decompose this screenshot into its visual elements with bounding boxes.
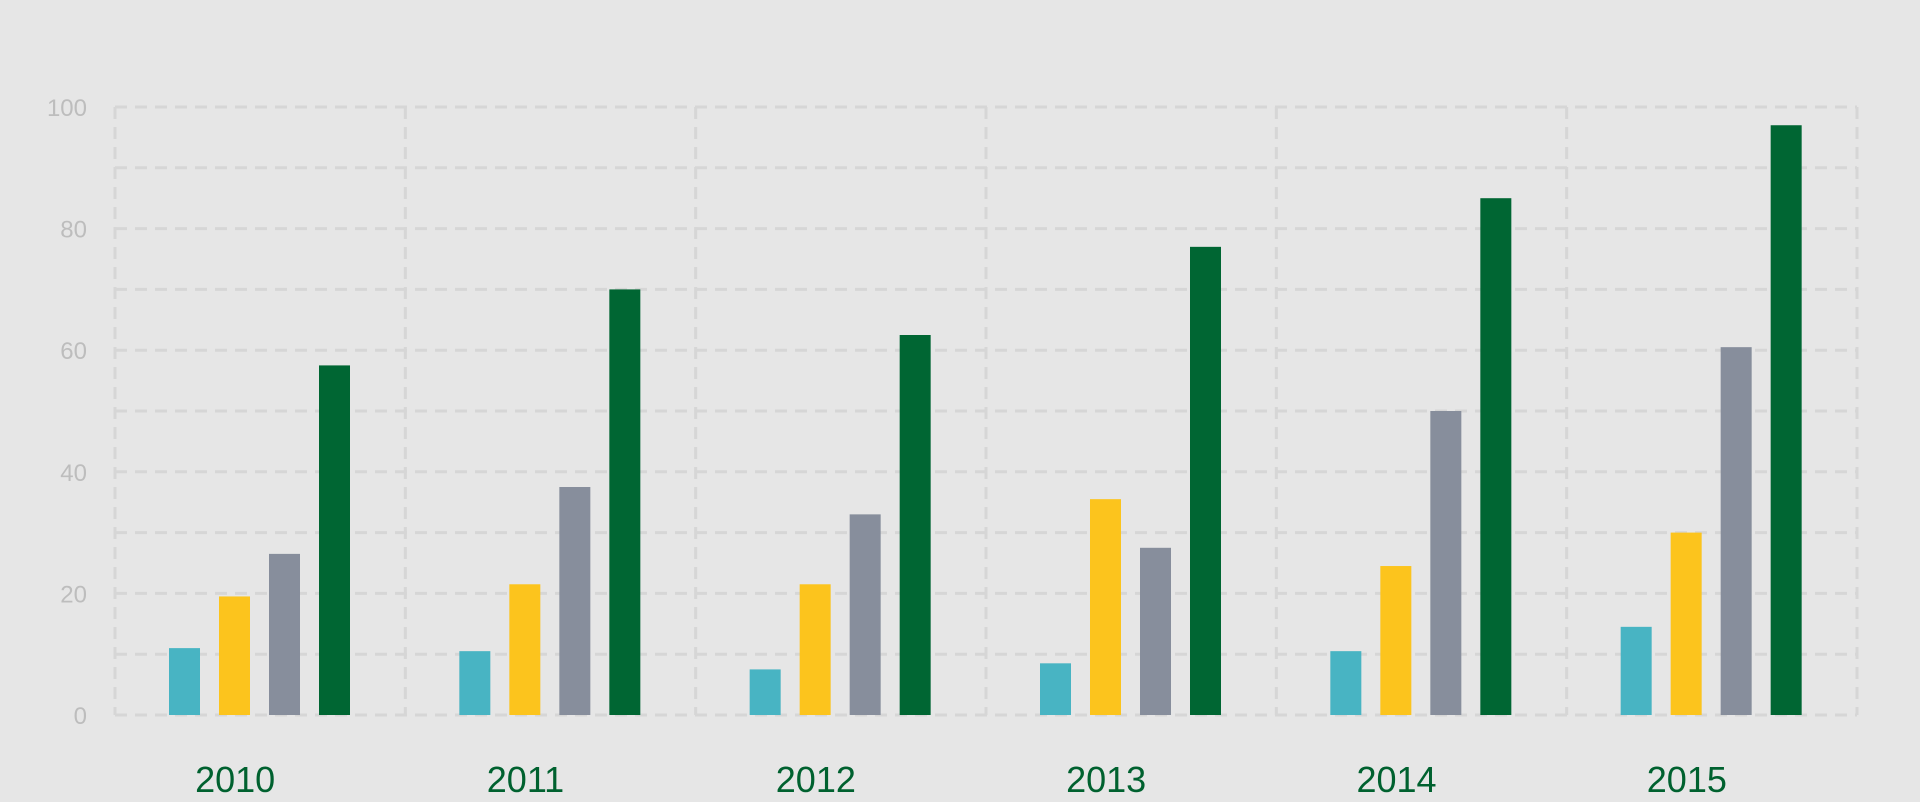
bar-2011-series-1 [459,651,491,715]
y-tick-label: 40 [60,460,87,487]
y-tick-label: 0 [74,703,87,730]
bar-2012-series-2 [799,584,831,715]
bar-2014-series-3 [1430,411,1462,715]
y-axis-ticks: 0 20 40 60 80 100 [47,95,87,730]
grid-layer [113,105,1859,717]
bar-2014-series-2 [1380,566,1412,715]
bar-2015-series-3 [1720,347,1752,715]
bar-2014-series-1 [1330,651,1362,715]
bar-2013-series-1 [1040,663,1071,715]
bar-2012-series-4 [899,335,931,715]
y-tick-label: 100 [47,95,87,122]
bar-2015-series-1 [1620,626,1652,715]
bar-2011-series-2 [509,584,541,715]
bar-2012-series-3 [849,514,881,715]
bar-2010-series-2 [219,596,250,715]
y-tick-label: 60 [60,338,87,365]
bar-2010-series-4 [319,365,350,715]
x-tick-label: 2014 [1356,759,1436,800]
x-tick-label: 2015 [1647,759,1727,800]
bar-2015-series-2 [1670,532,1702,715]
bar-2011-series-4 [609,289,641,715]
bar-2010-series-3 [269,553,300,715]
x-axis-ticks: 2010 2011 2012 2013 2014 2015 [195,759,1727,800]
x-tick-label: 2013 [1066,759,1146,800]
y-tick-label: 80 [60,217,87,244]
bar-2010-series-1 [169,648,200,715]
bar-2013-series-2 [1090,499,1121,715]
x-tick-label: 2011 [487,759,564,800]
bar-2014-series-4 [1480,198,1512,715]
bar-2011-series-3 [559,487,591,715]
y-tick-label: 20 [60,581,87,608]
x-tick-label: 2012 [776,759,856,800]
x-tick-label: 2010 [195,759,275,800]
bar-2015-series-4 [1770,125,1802,716]
bars-layer [169,125,1802,716]
bar-2013-series-3 [1140,547,1171,715]
bar-2013-series-4 [1190,246,1221,715]
bar-2012-series-1 [749,669,781,715]
